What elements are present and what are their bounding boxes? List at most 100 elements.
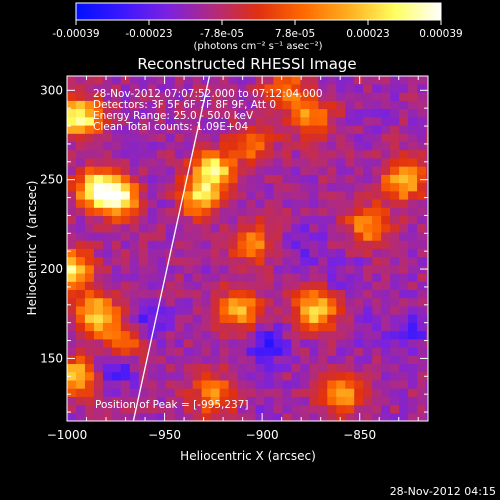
heatmap-cell (174, 124, 185, 134)
heatmap-cell (138, 281, 149, 291)
heatmap-cell (138, 215, 149, 225)
heatmap-cell (228, 338, 239, 348)
heatmap-cell (75, 100, 86, 110)
heatmap-cell (156, 346, 167, 356)
heatmap-cell (219, 116, 230, 126)
heatmap-cell (372, 149, 382, 159)
colorbar-ticks: -0.00039 -0.00023 -7.8e-05 7.8e-05 0.00023 0.… (52, 20, 463, 40)
heatmap-cell (147, 305, 158, 315)
heatmap-cell (147, 207, 158, 217)
heatmap-cell (273, 338, 284, 348)
annotation-detectors: Detectors: 3F 5F 6F 7F 8F 9F, Att 0 (93, 99, 276, 111)
heatmap-cell (408, 256, 418, 266)
heatmap-cell (93, 412, 104, 421)
heatmap-cell (201, 100, 212, 110)
heatmap-cell (183, 305, 194, 315)
heatmap-cell (300, 166, 310, 175)
heatmap-cell (138, 141, 149, 151)
heatmap-cell (390, 198, 400, 208)
heatmap-cell (282, 289, 293, 299)
heatmap-cell (327, 149, 337, 159)
heatmap-cell (228, 256, 239, 266)
heatmap-cell (255, 305, 266, 315)
heatmap-cell (165, 404, 176, 414)
heatmap-cell (147, 124, 158, 134)
heatmap-cell (219, 231, 230, 241)
heatmap-cell (318, 190, 328, 200)
heatmap-cell (336, 322, 346, 332)
heatmap-cell (93, 379, 104, 389)
heatmap-cell (165, 149, 176, 159)
colorbar-tick-label: 0.00023 (346, 28, 389, 40)
heatmap-cell (75, 76, 86, 85)
heatmap-cell (327, 100, 337, 110)
heatmap-cell (147, 396, 158, 406)
heatmap-cell (336, 133, 346, 143)
heatmap-cell (210, 412, 221, 421)
heatmap-cell (138, 190, 149, 200)
heatmap-cell (345, 305, 355, 315)
heatmap-cell (67, 289, 77, 299)
heatmap-cell (309, 141, 319, 151)
heatmap-cell (111, 149, 122, 159)
heatmap-cell (67, 272, 77, 282)
heatmap-cell (336, 388, 346, 397)
heatmap-cell (282, 355, 293, 365)
heatmap-cell (327, 174, 337, 184)
heatmap-cell (246, 92, 257, 101)
heatmap-cell (381, 240, 391, 249)
heatmap-cell (210, 297, 221, 307)
heatmap-cell (67, 223, 77, 233)
heatmap-cell (309, 215, 319, 225)
heatmap-cell (67, 314, 77, 323)
heatmap-cell (417, 355, 427, 365)
heatmap-cell (291, 240, 301, 249)
heatmap-cell (228, 133, 239, 143)
heatmap-cell (372, 207, 382, 217)
heatmap-cell (183, 314, 194, 323)
heatmap-cell (147, 157, 158, 167)
heatmap-cell (300, 182, 310, 192)
heatmap-cell (147, 314, 158, 323)
heatmap-cell (138, 363, 149, 373)
heatmap-cell (300, 240, 310, 249)
heatmap-cell (291, 346, 301, 356)
heatmap-cell (237, 207, 248, 217)
heatmap-cell (273, 297, 284, 307)
heatmap-cell (165, 305, 176, 315)
heatmap-cell (273, 92, 284, 101)
heatmap-cell (372, 83, 382, 93)
heatmap-cell (120, 355, 131, 365)
heatmap-cell (67, 100, 77, 110)
heatmap-cell (84, 149, 95, 159)
heatmap-cell (111, 248, 122, 258)
heatmap-cell (255, 330, 266, 340)
heatmap-cell (228, 174, 239, 184)
heatmap-cell (219, 149, 230, 159)
heatmap-cell (102, 149, 113, 159)
heatmap-cell (381, 166, 391, 175)
heatmap-cell (408, 198, 418, 208)
heatmap-cell (417, 314, 427, 323)
heatmap-cell (192, 396, 203, 406)
heatmap-cell (75, 314, 86, 323)
heatmap-cell (183, 388, 194, 397)
heatmap-cell (201, 388, 212, 397)
heatmap-cell (345, 166, 355, 175)
heatmap-cell (75, 231, 86, 241)
heatmap-cell (174, 355, 185, 365)
heatmap-cell (300, 116, 310, 126)
heatmap-cell (426, 231, 428, 241)
heatmap-cell (318, 379, 328, 389)
heatmap-cell (327, 207, 337, 217)
heatmap-cell (93, 124, 104, 134)
heatmap-cell (210, 240, 221, 249)
heatmap-cell (408, 207, 418, 217)
heatmap-cell (381, 76, 391, 85)
heatmap-cell (67, 157, 77, 167)
heatmap-cell (255, 92, 266, 101)
heatmap-cell (138, 198, 149, 208)
heatmap-cell (165, 231, 176, 241)
heatmap-cell (165, 124, 176, 134)
